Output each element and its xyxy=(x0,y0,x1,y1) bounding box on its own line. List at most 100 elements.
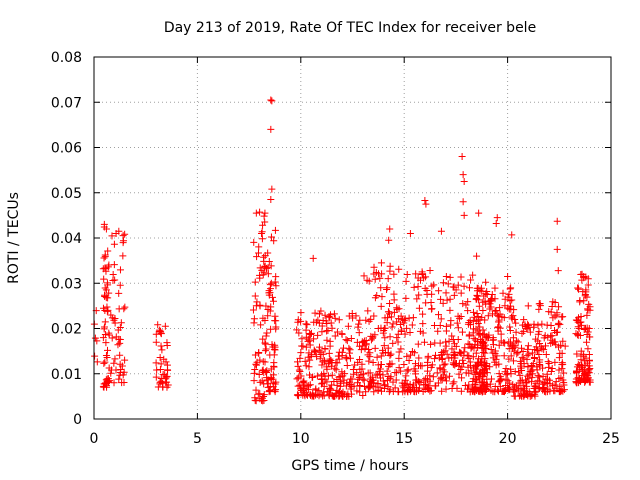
data-point xyxy=(256,301,264,309)
data-point xyxy=(318,371,326,379)
data-point xyxy=(505,338,513,346)
data-point xyxy=(504,293,512,301)
data-point xyxy=(255,349,263,357)
data-point xyxy=(326,313,334,321)
data-point xyxy=(547,322,555,330)
data-point xyxy=(384,383,392,391)
data-point xyxy=(524,390,532,398)
data-point xyxy=(538,345,546,353)
data-point xyxy=(483,369,491,377)
data-point xyxy=(487,386,495,394)
data-point xyxy=(424,352,432,360)
data-point xyxy=(455,362,463,370)
data-point xyxy=(265,388,273,396)
data-point xyxy=(405,356,413,364)
data-point xyxy=(491,383,499,391)
data-point xyxy=(385,388,393,396)
data-point xyxy=(309,389,317,397)
data-point xyxy=(524,345,532,353)
data-point xyxy=(259,335,267,343)
data-point xyxy=(466,358,474,366)
data-point xyxy=(426,377,434,385)
data-point xyxy=(112,366,120,374)
data-point xyxy=(551,327,559,335)
data-point xyxy=(325,391,333,399)
data-point xyxy=(381,324,389,332)
data-point xyxy=(335,389,343,397)
data-point xyxy=(258,235,266,243)
data-point xyxy=(423,358,431,366)
data-point xyxy=(345,349,353,357)
data-point xyxy=(384,373,392,381)
data-point xyxy=(333,359,341,367)
data-point xyxy=(512,337,520,345)
data-point xyxy=(437,295,445,303)
data-point xyxy=(102,225,110,233)
data-point xyxy=(381,334,389,342)
data-point xyxy=(419,388,427,396)
data-point xyxy=(302,326,310,334)
data-point xyxy=(310,318,318,326)
data-point xyxy=(440,361,448,369)
data-point xyxy=(100,380,108,388)
data-point xyxy=(253,361,261,369)
data-point xyxy=(487,303,495,311)
data-point xyxy=(509,334,517,342)
data-point xyxy=(576,298,584,306)
data-point xyxy=(419,320,427,328)
data-point xyxy=(536,340,544,348)
data-point xyxy=(426,266,434,274)
data-point xyxy=(534,347,542,355)
data-point xyxy=(484,312,492,320)
data-point xyxy=(347,385,355,393)
data-point xyxy=(370,312,378,320)
data-point xyxy=(406,229,414,237)
data-point xyxy=(491,347,499,355)
data-point xyxy=(268,97,276,105)
data-point xyxy=(494,318,502,326)
data-point xyxy=(474,327,482,335)
data-point xyxy=(529,370,537,378)
data-point xyxy=(267,96,275,104)
data-point xyxy=(535,305,543,313)
data-point xyxy=(457,366,465,374)
data-point xyxy=(445,337,453,345)
data-point xyxy=(321,311,329,319)
data-point xyxy=(572,369,580,377)
data-point xyxy=(486,380,494,388)
data-point xyxy=(491,284,499,292)
data-point xyxy=(107,311,115,319)
data-point xyxy=(267,365,275,373)
data-point xyxy=(104,346,112,354)
data-point xyxy=(315,319,323,327)
data-point xyxy=(460,211,468,219)
data-point xyxy=(379,377,387,385)
data-point xyxy=(514,338,522,346)
data-point xyxy=(457,273,465,281)
data-point xyxy=(297,317,305,325)
data-point xyxy=(444,280,452,288)
data-point xyxy=(473,252,481,260)
data-point xyxy=(525,374,533,382)
data-point xyxy=(302,362,310,370)
data-point xyxy=(585,362,593,370)
data-point xyxy=(261,358,269,366)
data-point xyxy=(442,322,450,330)
data-point xyxy=(506,323,514,331)
data-point xyxy=(163,342,171,350)
data-point xyxy=(346,346,354,354)
data-point xyxy=(505,379,513,387)
data-point xyxy=(522,379,530,387)
data-point xyxy=(458,328,466,336)
data-point xyxy=(467,344,475,352)
data-point xyxy=(262,332,270,340)
data-point xyxy=(110,316,118,324)
data-point xyxy=(362,388,370,396)
data-point xyxy=(427,363,435,371)
data-point xyxy=(442,342,450,350)
data-point xyxy=(478,367,486,375)
data-point xyxy=(525,350,533,358)
data-point xyxy=(371,331,379,339)
data-point xyxy=(395,305,403,313)
data-point xyxy=(365,317,373,325)
